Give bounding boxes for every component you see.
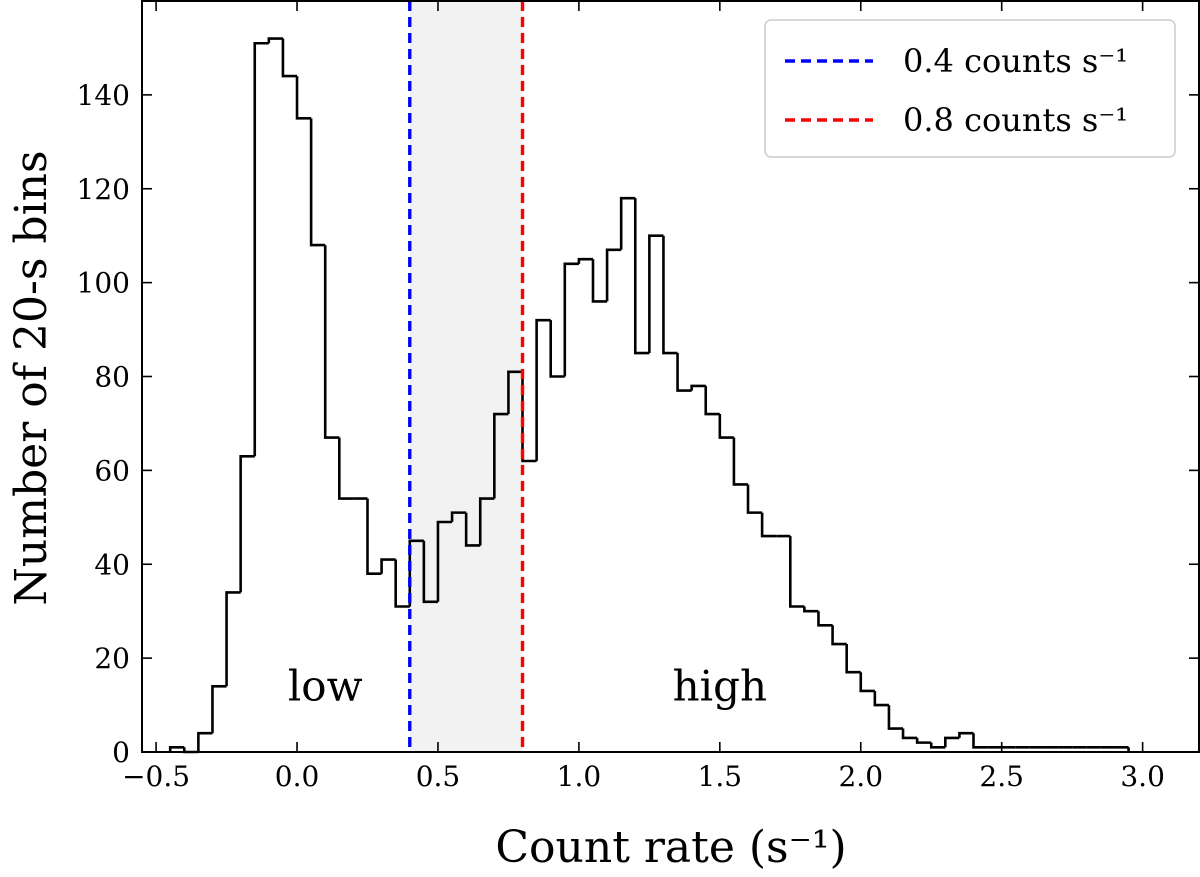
histogram-bin [944,736,960,748]
histogram-bin [478,497,495,546]
histogram-bin [648,234,664,354]
legend-box [764,19,1176,158]
histogram-bin [662,235,678,355]
histogram-bin [436,520,453,602]
histogram-bin [901,728,918,740]
y-tick-label: 20 [94,642,130,675]
histogram-bin [958,731,974,738]
histogram-bin [549,320,565,378]
histogram-bin [915,737,932,744]
y-tick-label: 60 [94,454,130,487]
histogram-bin [493,412,509,499]
histogram-bin [676,353,692,392]
histogram-bin [380,558,396,574]
plot-frame-layer [141,0,1200,753]
histogram-bin [803,606,819,613]
shaded-region [409,1,523,752]
histogram-bin [732,437,749,486]
histogram-bin [338,437,354,500]
annotations-layer: low high [288,661,767,710]
histogram-bin [605,248,622,302]
legend: 0.4 counts s⁻¹ 0.8 counts s⁻¹ [764,19,1176,158]
histogram-bin [704,385,720,416]
histogram-bin [507,370,523,415]
histogram-bin [887,705,904,730]
histogram-bin [831,625,847,646]
y-tick-label: 140 [77,79,130,112]
histogram-bin [817,611,833,627]
histogram-bin [366,498,382,575]
histogram-bin [225,591,241,687]
legend-label: 0.8 counts s⁻¹ [903,101,1128,139]
x-tick-label: 0.0 [275,760,320,793]
x-tick-label: 1.5 [698,760,743,793]
histogram-bin [873,690,889,707]
y-tick-label: 0 [112,736,130,769]
region-label-low: low [288,661,363,710]
histogram-bin [197,731,213,752]
histogram-bin [211,684,227,734]
histogram-bin [464,512,481,547]
histogram-bin [718,414,734,439]
y-tick-label: 100 [77,267,130,300]
histogram-bin [690,384,706,391]
x-tick-label: −0.5 [122,760,190,793]
histogram-bin [760,512,777,538]
plot-frame [141,0,1200,753]
shaded-region-layer [409,1,523,752]
histogram-bin [295,76,312,120]
histogram-bin [563,262,579,377]
region-label-high: high [673,661,767,710]
histogram-bin [788,536,805,608]
y-tick-label: 40 [94,548,130,581]
histogram-bin [746,484,763,514]
histogram-bin [859,672,875,693]
y-tick-label: 120 [77,173,130,206]
x-tick-label: 3.0 [1120,760,1165,793]
histogram-bin [929,742,946,749]
histogram-bin [619,196,636,250]
histogram-bin [267,37,283,44]
histogram-bin [422,540,438,604]
ticks-layer: −0.5 0.0 0.5 1.0 1.5 2.0 2.5 3.0 0 20 40 60 80 100 120… [77,1,1199,793]
histogram-bin [633,198,650,355]
y-axis-label: Number of 20-s bins [6,150,57,605]
x-tick-label: 2.0 [838,760,883,793]
histogram-bin [535,318,551,461]
histogram-bin [281,38,298,78]
histogram-bin [394,559,410,608]
y-tick-label: 80 [94,361,130,394]
histogram-bin [591,259,608,303]
histogram-layer [168,37,1130,754]
histogram-bin [845,644,861,674]
x-tick-label: 2.5 [979,760,1024,793]
histogram-bin [253,41,269,457]
histogram-bin [168,746,185,752]
x-tick-label: 0.5 [416,760,461,793]
histogram-bin [972,733,988,749]
legend-label: 0.4 counts s⁻¹ [903,42,1128,80]
histogram-bin [450,511,467,523]
histogram-bin [577,257,593,264]
x-tick-label: 1.0 [557,760,602,793]
histogram-bin [309,118,326,247]
threshold-lines-layer [408,1,525,752]
x-axis-label: Count rate (s⁻¹) [495,822,846,873]
histogram-bin [239,454,255,593]
histogram-bin [323,245,340,439]
